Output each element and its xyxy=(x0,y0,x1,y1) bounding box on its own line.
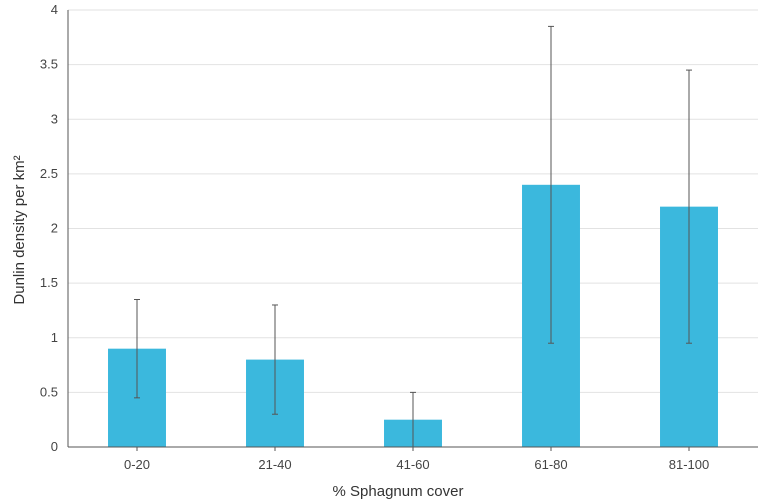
y-axis-title: Dunlin density per km² xyxy=(11,155,28,304)
x-tick-label-21-40: 21-40 xyxy=(258,457,291,472)
y-tick-label-8: 4 xyxy=(51,2,58,17)
gridlines xyxy=(68,9,758,393)
error-bars xyxy=(134,25,692,448)
x-axis-title: % Sphagnum cover xyxy=(333,483,464,500)
y-tick-label-5: 2.5 xyxy=(40,166,58,181)
y-tick-label-7: 3.5 xyxy=(40,57,58,72)
y-tick-label-6: 3 xyxy=(51,111,58,126)
y-tick-labels: 0 0.5 1 1.5 2 2.5 3 3.5 4 xyxy=(40,2,58,454)
y-tick-label-1: 0.5 xyxy=(40,384,58,399)
x-tick-label-81-100: 81-100 xyxy=(669,457,709,472)
y-tick-label-2: 1 xyxy=(51,330,58,345)
y-tick-label-0: 0 xyxy=(51,439,58,454)
x-tick-labels: 0-20 21-40 41-60 61-80 81-100 xyxy=(124,447,709,472)
x-tick-label-0-20: 0-20 xyxy=(124,457,150,472)
y-tick-label-3: 1.5 xyxy=(40,275,58,290)
y-tick-label-4: 2 xyxy=(51,221,58,236)
x-tick-label-61-80: 61-80 xyxy=(534,457,567,472)
x-tick-label-41-60: 41-60 xyxy=(396,457,429,472)
